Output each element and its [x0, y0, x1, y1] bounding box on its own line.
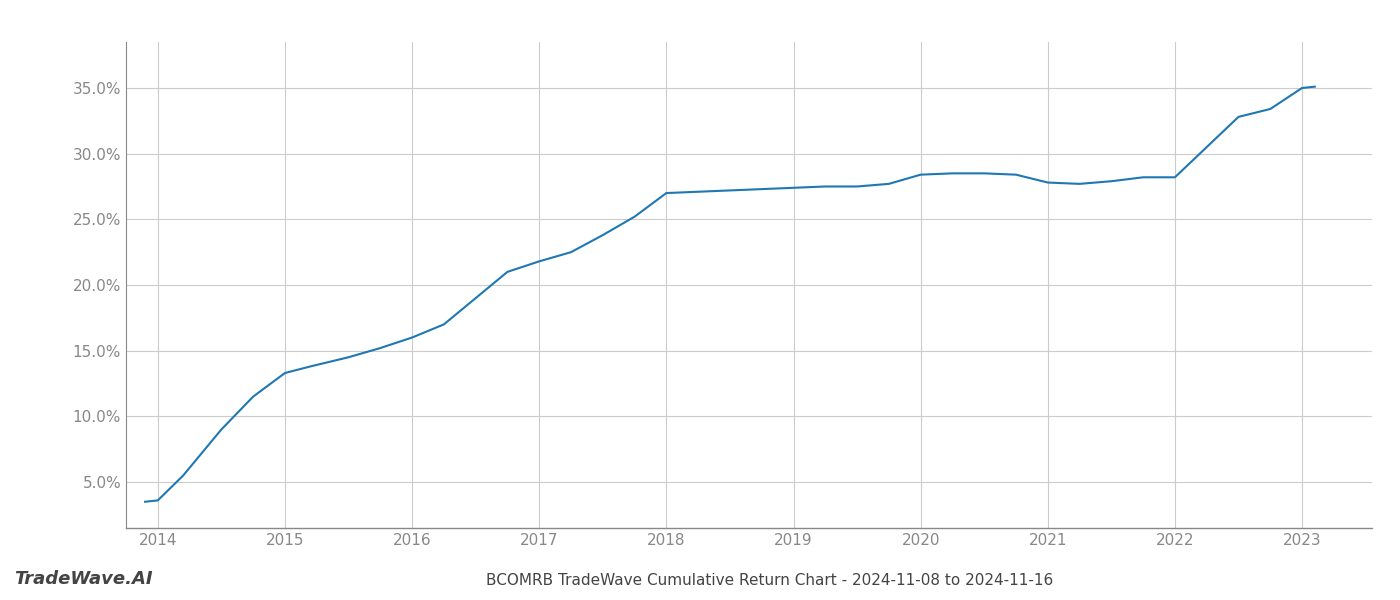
Text: BCOMRB TradeWave Cumulative Return Chart - 2024-11-08 to 2024-11-16: BCOMRB TradeWave Cumulative Return Chart…: [486, 573, 1054, 588]
Text: TradeWave.AI: TradeWave.AI: [14, 570, 153, 588]
